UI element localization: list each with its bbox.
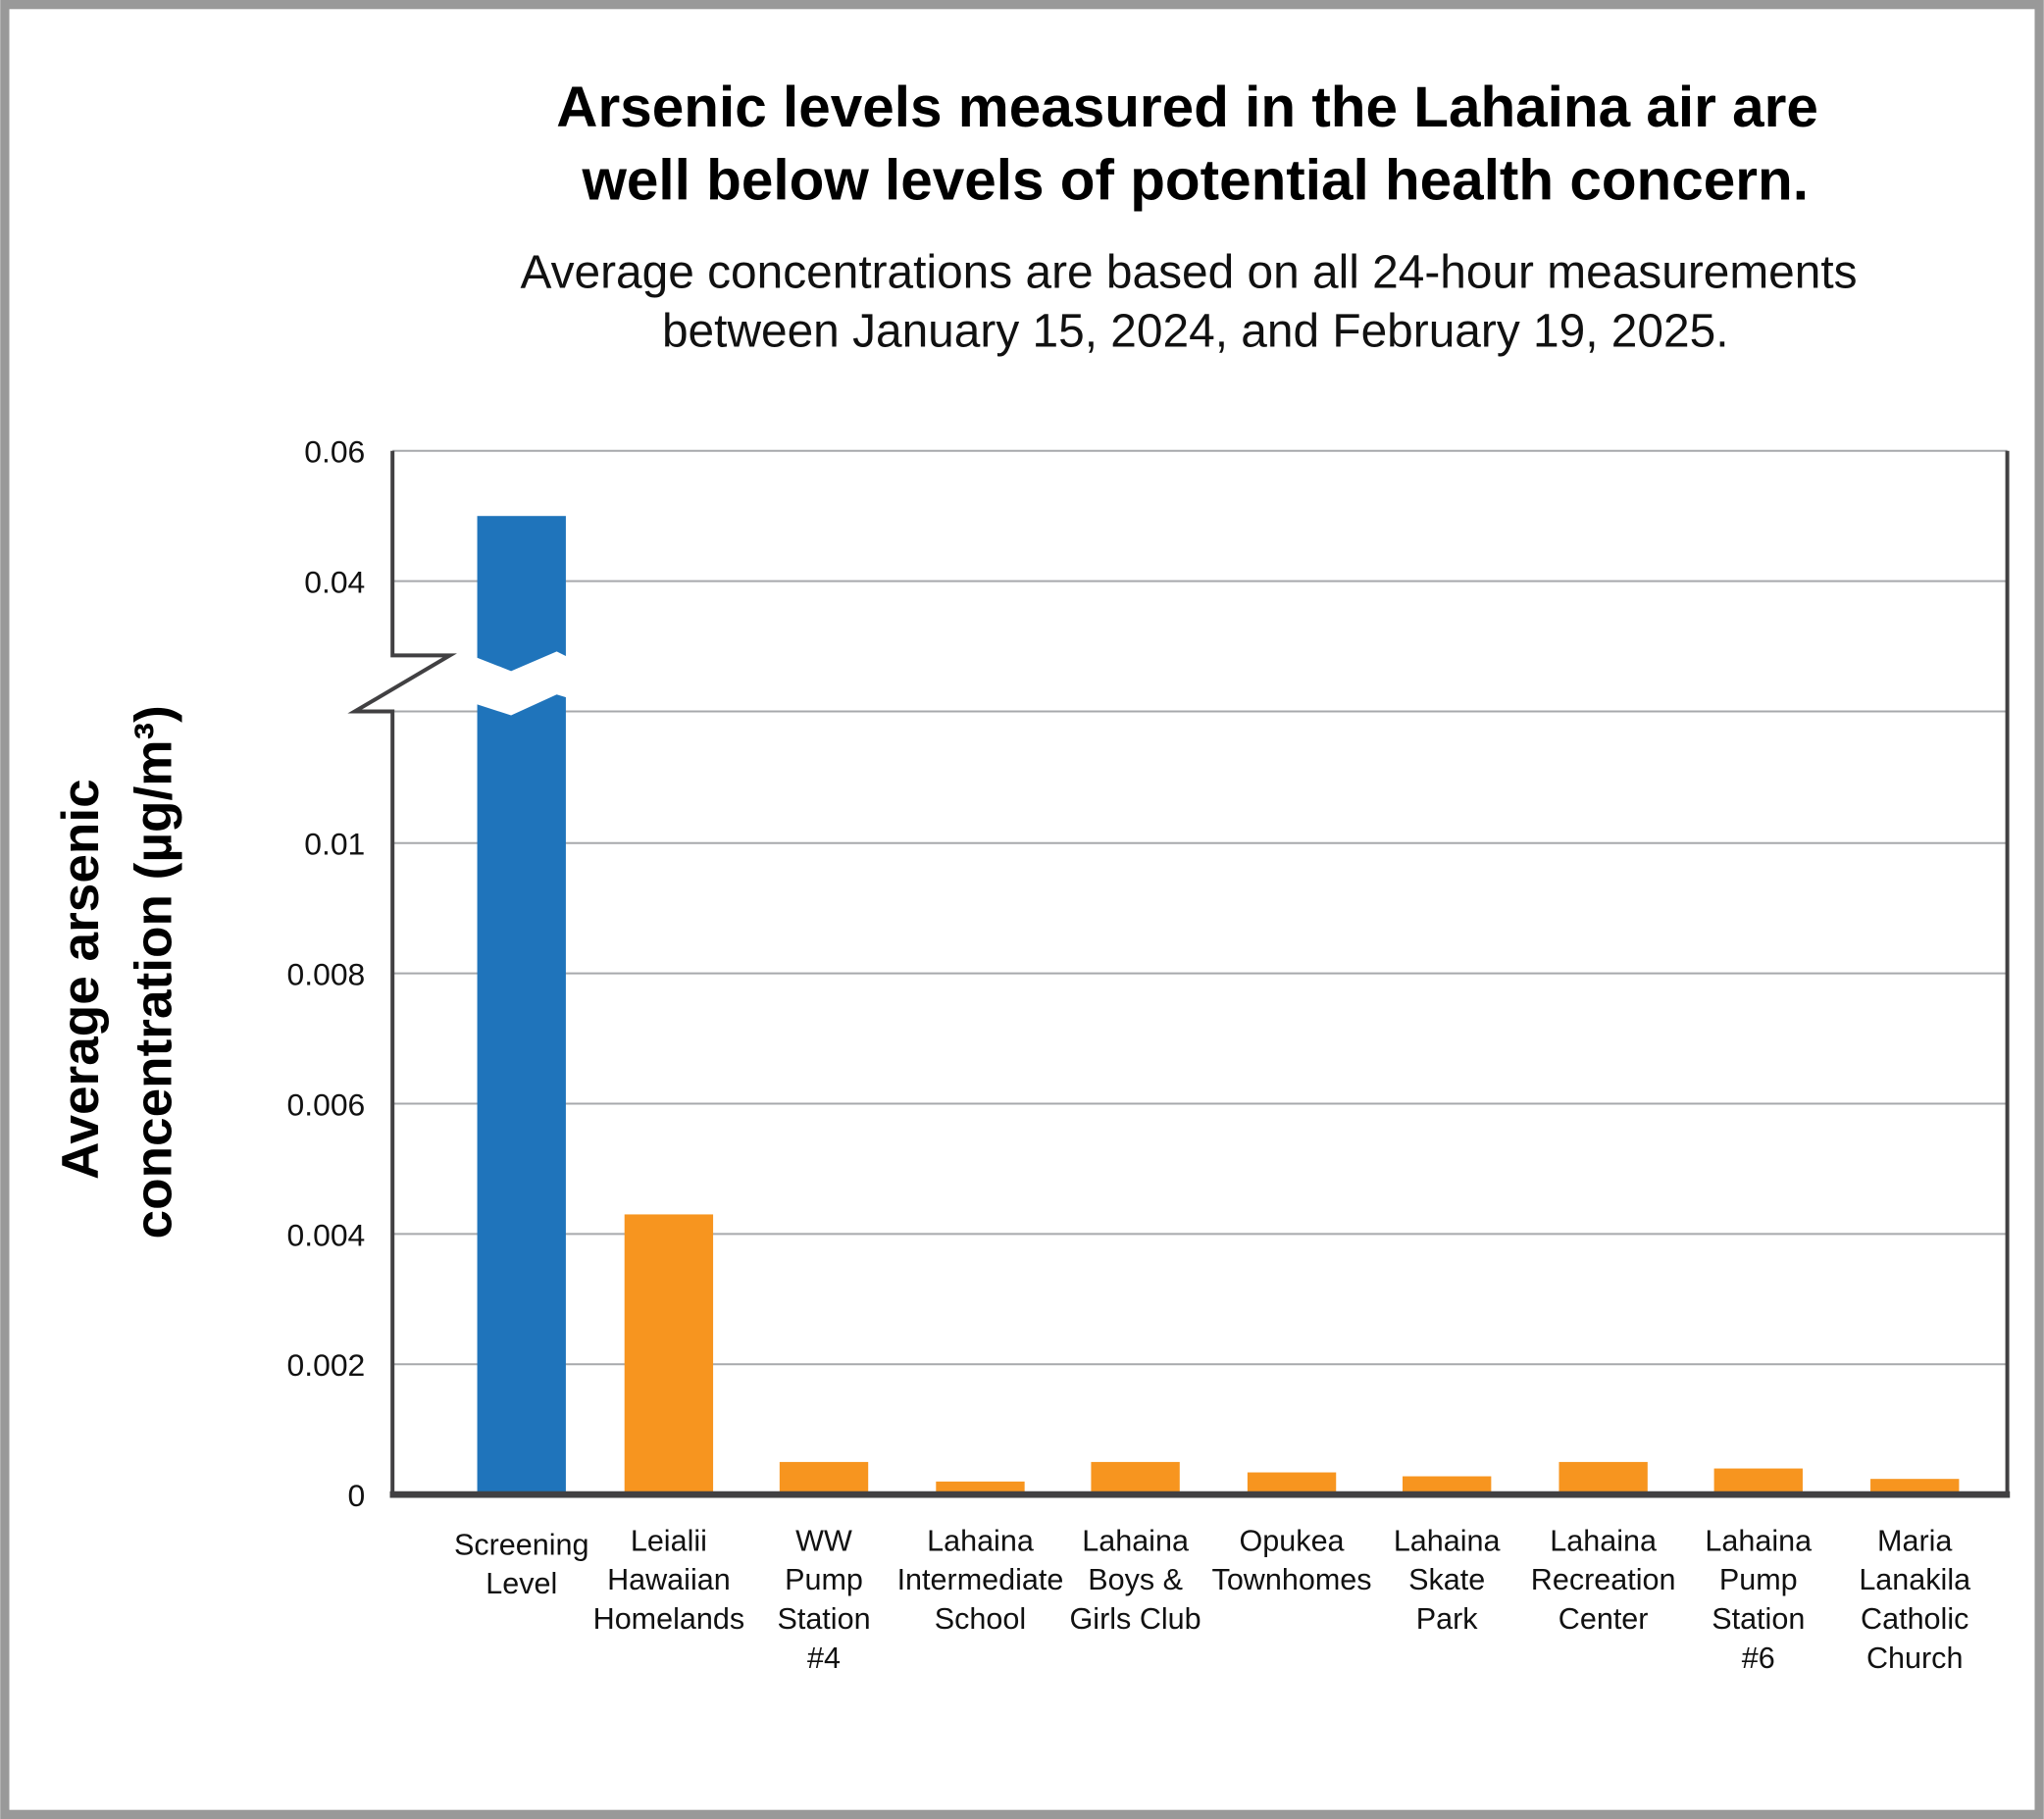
y-tick-label: 0.004 (287, 1217, 366, 1252)
chart-title-line: well below levels of potential health co… (581, 148, 1809, 212)
bar (779, 1461, 869, 1495)
x-category-label-line: Screening (454, 1528, 589, 1561)
x-category-label: Lahaina Recreation Center (1531, 1524, 1676, 1636)
bar (1247, 1472, 1337, 1495)
x-category-label-line: Girls Club (1070, 1602, 1201, 1636)
bar (1403, 1476, 1492, 1495)
x-category-label-line: Intermediate (897, 1563, 1064, 1596)
axis-break-gap (474, 651, 570, 716)
bar (1559, 1461, 1648, 1495)
y-tick-label: 0.01 (304, 827, 365, 862)
bar (624, 1214, 714, 1495)
chart-subtitle-line: between January 15, 2024, and February 1… (662, 305, 1729, 357)
x-category-label-line: Skate (1408, 1563, 1485, 1596)
x-category-label: Screening Level (454, 1528, 589, 1600)
x-category-label-line: Lahaina (927, 1524, 1034, 1557)
x-category-label-line: Catholic (1861, 1602, 1968, 1636)
y-tick-label: 0.008 (287, 957, 366, 992)
x-category-label-line: #4 (807, 1642, 841, 1675)
x-category-label: Lahaina Pump Station #6 (1705, 1524, 1812, 1675)
y-tick-label: 0.006 (287, 1086, 366, 1122)
x-category-label: Leialii Hawaiian Homelands (593, 1524, 745, 1636)
bar (1713, 1468, 1803, 1495)
x-category-label-line: Boys & (1088, 1563, 1183, 1596)
y-tick-label: 0 (348, 1478, 366, 1513)
y-axis-label-line: Average arsenic (52, 779, 110, 1180)
x-category-label-line: Lahaina (1082, 1524, 1189, 1557)
x-category-label-line: Lahaina (1550, 1524, 1657, 1557)
x-category-label-line: Level (485, 1567, 557, 1600)
y-axis-broken (347, 450, 457, 1495)
chart-title-line: Arsenic levels measured in the Lahaina a… (556, 76, 1818, 139)
x-category-label: Opukea Townhomes (1212, 1524, 1372, 1596)
x-category-label-line: Pump (785, 1563, 863, 1596)
x-category-label-line: Station (1712, 1602, 1805, 1636)
x-category-label-line: Lahaina (1394, 1524, 1501, 1557)
x-category-label: Lahaina Skate Park (1394, 1524, 1501, 1636)
x-category-label-line: Hawaiian (607, 1563, 731, 1596)
x-category-label-line: Park (1416, 1602, 1479, 1636)
y-tick-label: 0.002 (287, 1347, 366, 1383)
x-category-label-line: Center (1559, 1602, 1649, 1636)
x-category-label-line: Pump (1719, 1563, 1798, 1596)
x-category-label-line: #6 (1742, 1642, 1775, 1675)
x-category-label-line: WW (795, 1524, 852, 1557)
x-category-label: WW Pump Station #4 (777, 1524, 870, 1675)
x-category-label-line: Maria (1877, 1524, 1952, 1557)
x-category-label: Maria Lanakila Catholic Church (1859, 1524, 1970, 1675)
y-tick-label: 0.06 (304, 434, 365, 470)
bar (1870, 1479, 1960, 1495)
bar (1091, 1461, 1180, 1495)
x-category-label-line: Lahaina (1705, 1524, 1812, 1557)
y-tick-label: 0.04 (304, 565, 365, 600)
x-category-label-line: Leialii (631, 1524, 707, 1557)
x-category-label-line: Station (777, 1602, 870, 1636)
chart-subtitle-line: Average concentrations are based on all … (521, 247, 1858, 299)
x-category-label: Lahaina Intermediate School (897, 1524, 1064, 1636)
y-axis-label-line: concentration (µg/m³) (125, 705, 182, 1238)
x-category-label-line: Opukea (1240, 1524, 1345, 1557)
x-category-label: Lahaina Boys & Girls Club (1070, 1524, 1201, 1636)
chart-title: Arsenic levels measured in the Lahaina a… (556, 76, 1834, 212)
x-category-label-line: Homelands (593, 1602, 745, 1636)
x-category-label-line: Recreation (1531, 1563, 1676, 1596)
x-category-label-line: Church (1866, 1642, 1963, 1675)
x-category-label-line: Townhomes (1212, 1563, 1372, 1596)
y-axis-label: Average arsenic concentration (µg/m³) (52, 705, 182, 1238)
x-category-label-line: School (935, 1602, 1026, 1636)
x-category-label-line: Lanakila (1859, 1563, 1970, 1596)
chart-subtitle: Average concentrations are based on all … (521, 247, 1870, 358)
